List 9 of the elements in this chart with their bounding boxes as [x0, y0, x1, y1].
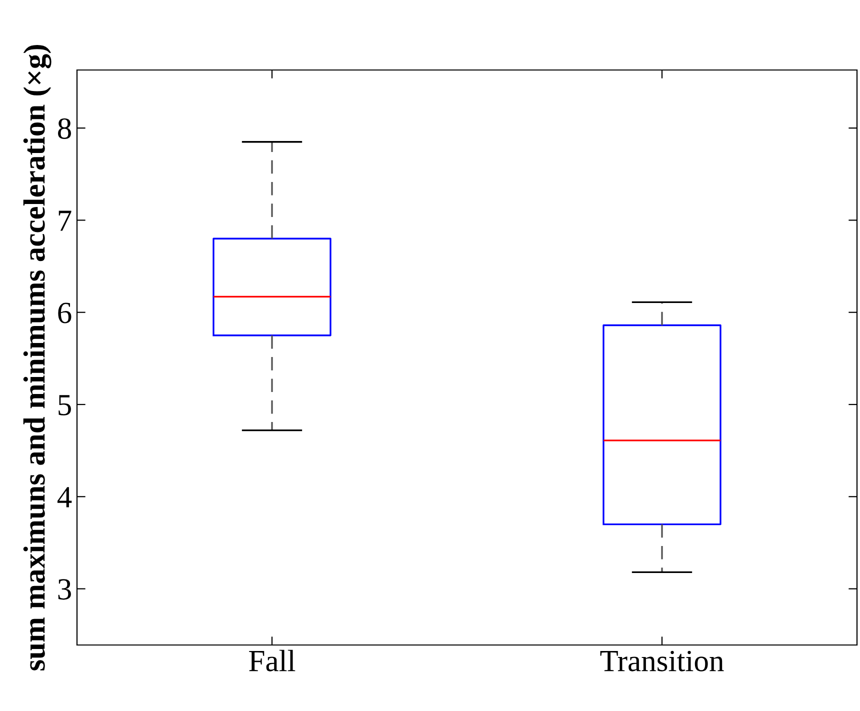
y-tick-label: 5	[58, 395, 71, 416]
y-tick-label: 3	[58, 579, 71, 600]
y-tick-label: 8	[58, 118, 71, 139]
y-tick-label: 6	[58, 302, 72, 324]
x-tick-label: Fall	[249, 650, 296, 672]
y-axis-title: sum maximuns and minimums acceleration (×g)	[23, 45, 52, 670]
x-tick-label: Transition	[600, 650, 724, 672]
y-tick-label: 7	[58, 210, 72, 231]
y-tick-label: 4	[57, 487, 72, 508]
